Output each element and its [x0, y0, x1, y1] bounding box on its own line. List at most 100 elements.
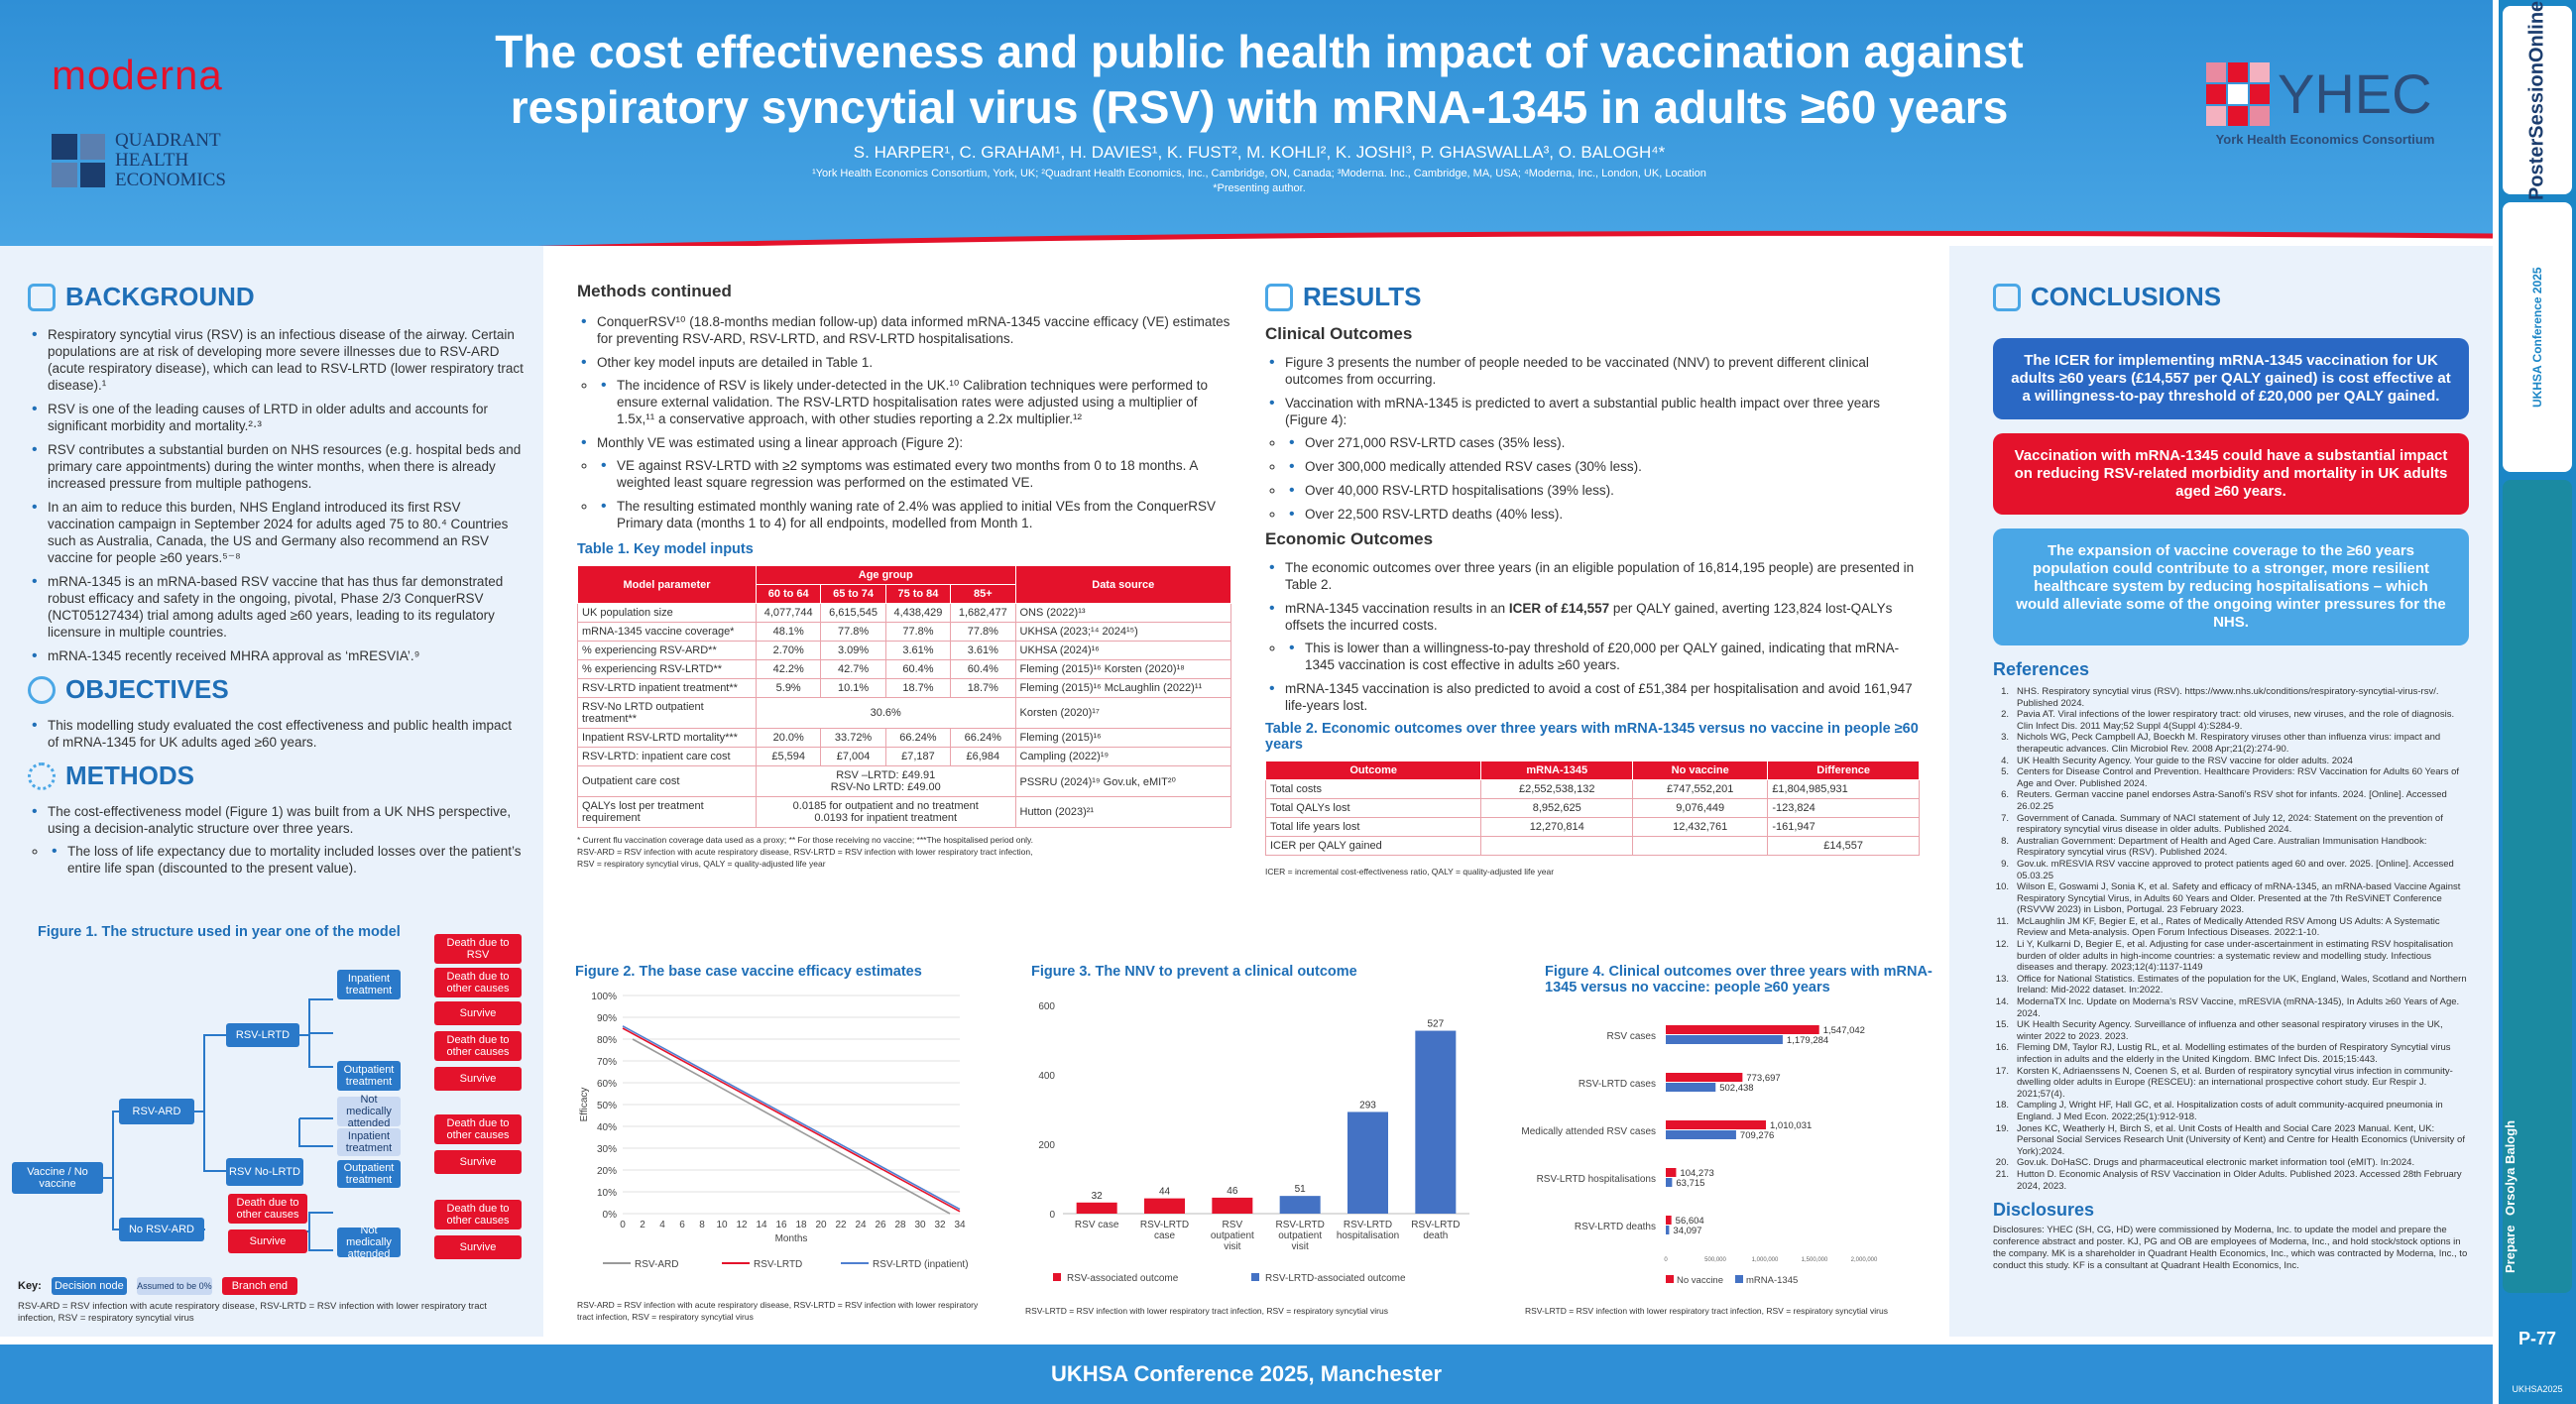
table-cell: 12,270,814: [1480, 817, 1634, 837]
legend-label: RSV-ARD: [635, 1259, 678, 1270]
table-cell: 10.1%: [820, 678, 886, 698]
th-outcome: Outcome: [1264, 760, 1482, 780]
list-subitem: The loss of life expectancy due to morta…: [48, 843, 524, 877]
document-icon: [28, 283, 56, 311]
data-label: 709,276: [1740, 1130, 1774, 1141]
reference-item: 9. Gov.uk. mRESVIA RSV vaccine approved t…: [2001, 858, 2454, 881]
yhec-mark-icon: [2206, 61, 2270, 126]
reference-item: 6. Reuters. German vaccine panel endorses…: [2001, 789, 2447, 812]
th-age: Age group: [756, 565, 1016, 585]
node-survive: Survive: [228, 1229, 307, 1253]
table-cell: 6,615,545: [820, 603, 886, 623]
session-sidebar: PosterSessionOnline UKHSA Conference 202…: [2499, 0, 2576, 1404]
node-inpatient: Inpatient treatment: [337, 970, 401, 999]
th-source: Data source: [1014, 565, 1231, 604]
table-cell: £6,984: [950, 747, 1016, 766]
data-label: 56,604: [1676, 1216, 1704, 1227]
table-cell: £7,004: [820, 747, 886, 766]
x-tick-label: 32: [934, 1220, 946, 1230]
th-age-65: 65 to 74: [820, 584, 886, 604]
table-row: Total costs £2,552,538,132 £747,552,201 £1,…: [1264, 779, 1920, 799]
y-tick-label: 100%: [591, 992, 617, 1002]
legend-label: mRNA-1345: [1746, 1275, 1798, 1286]
node-death-other: Death due to other causes: [434, 968, 522, 997]
node-rsv-lrtd: RSV-LRTD: [226, 1023, 299, 1047]
methods-continued-list: ConquerRSV¹⁰ (18.8-months median follow-…: [577, 313, 1231, 531]
bar: [1279, 1196, 1321, 1214]
table-cell: 60.4%: [950, 659, 1016, 679]
node-death-other: Death due to other causes: [434, 1114, 522, 1144]
y-tick-label: 600: [1038, 1001, 1055, 1012]
sidebar-prepare[interactable]: Prepare: [2503, 1225, 2517, 1273]
x-tick-label: 30: [914, 1220, 926, 1230]
node-inpatient-assumed: Inpatient treatment: [337, 1128, 401, 1156]
node-outpatient: Outpatient treatment: [337, 1061, 401, 1091]
reference-item: 2. Pavia AT. Viral infections of the lowe…: [2001, 709, 2455, 732]
x-tick-label: 4: [659, 1220, 665, 1230]
x-tick-label: visit: [1224, 1241, 1240, 1252]
table-cell: RSV-LRTD: inpatient care cost: [577, 747, 757, 766]
conclusion-box-3: The expansion of vaccine coverage to the…: [1993, 528, 2469, 645]
table-cell: Total QALYs lost: [1264, 798, 1482, 818]
reference-item: 21. Hutton D. Economic Analysis of RSV Va…: [1995, 1168, 2462, 1192]
th-mrna: mRNA-1345: [1480, 760, 1634, 780]
list-subitem: The resulting estimated monthly waning r…: [597, 498, 1231, 531]
table-cell: 77.8%: [884, 622, 952, 642]
th-age-85: 85+: [950, 584, 1016, 604]
column-left: BACKGROUND Respiratory syncytial virus (…: [0, 246, 543, 1337]
poster-header: moderna QUADRANT HEALTH ECONOMICS The co…: [0, 0, 2493, 288]
legend-swatch: [1735, 1275, 1743, 1283]
bar: [1666, 1083, 1716, 1092]
target-icon: [28, 675, 56, 704]
legend-swatch: [1053, 1273, 1061, 1281]
table-cell: 42.7%: [820, 659, 886, 679]
table-row: RSV-No LRTD outpatient treatment** 30.6%…: [577, 697, 1231, 729]
table-cell: 77.8%: [820, 622, 886, 642]
sidebar-brand: PosterSessionOnline: [2503, 0, 2572, 200]
reference-item: 8. Australian Government: Department of H…: [2001, 835, 2427, 859]
y-tick-label: 40%: [597, 1122, 617, 1133]
bar: [1212, 1197, 1253, 1214]
bar: [1666, 1025, 1819, 1034]
table-cell: UKHSA (2024)¹⁶: [1014, 641, 1231, 660]
node-survive: Survive: [434, 1150, 522, 1174]
poster-code: P-77: [2517, 1329, 2557, 1348]
references-heading: References: [1993, 659, 2090, 679]
figure3-title: Figure 3. The NNV to prevent a clinical …: [1031, 964, 1357, 980]
background-list: Respiratory syncytial virus (RSV) is an …: [28, 326, 524, 664]
reference-item: 10. Wilson E, Goswami J, Sonia K, et al. …: [1995, 881, 2461, 916]
x-tick-label: 14: [756, 1220, 767, 1230]
y-tick-label: 400: [1038, 1071, 1055, 1082]
column-right: CONCLUSIONS The ICER for implementing mR…: [1949, 246, 2493, 1337]
node-vaccine: Vaccine / No vaccine: [12, 1162, 103, 1194]
node-survive: Survive: [434, 1067, 522, 1091]
table-cell: 2.70%: [755, 641, 822, 660]
x-tick-label: 26: [875, 1220, 886, 1230]
x-tick-label: 1,500,000: [1802, 1257, 1828, 1263]
reference-item: 18. Campling J, Wright HF, Hall GC, et al…: [1995, 1100, 2443, 1122]
list-subitem: Over 22,500 RSV-LRTD deaths (40% less).: [1285, 506, 1920, 523]
poster-body: BACKGROUND Respiratory syncytial virus (…: [0, 246, 2493, 1337]
series-line-1: [622, 1027, 961, 1213]
figure4-footnote: RSV-LRTD = RSV infection with lower resp…: [1525, 1306, 1888, 1316]
reference-item: 15. UK Health Security Agency. Surveillan…: [1995, 1019, 2443, 1042]
list-item: Respiratory syncytial virus (RSV) is an …: [28, 326, 524, 394]
table-cell: 77.8%: [950, 622, 1016, 642]
list-item: The cost-effectiveness model (Figure 1) …: [28, 803, 524, 877]
column-middle: Methods continued ConquerRSV¹⁰ (18.8-mon…: [543, 246, 1949, 1337]
table-cell: £5,594: [755, 747, 822, 766]
bar: [1415, 1030, 1457, 1214]
reference-item: 16. Fleming DM, Taylor RJ, Lustig RL, et …: [1995, 1042, 2451, 1065]
table-cell: % experiencing RSV-LRTD**: [577, 659, 757, 679]
y-tick-label: 70%: [597, 1057, 617, 1068]
reference-item: 3. Nichols WG, Peck Campbell AJ, Boeckh M…: [2001, 732, 2441, 755]
data-label: 773,697: [1746, 1073, 1780, 1084]
x-tick-label: 6: [679, 1220, 685, 1230]
node-death-other: Death due to other causes: [228, 1194, 307, 1224]
table-row: Outpatient care cost RSV –LRTD: £49.91 RS…: [577, 765, 1231, 797]
list-subitem: Over 300,000 medically attended RSV case…: [1285, 458, 1920, 475]
table-cell: % experiencing RSV-ARD**: [577, 641, 757, 660]
table-cell: 3.61%: [950, 641, 1016, 660]
moderna-logo: moderna: [52, 52, 223, 98]
list-subitem: Over 271,000 RSV-LRTD cases (35% less).: [1285, 434, 1920, 451]
